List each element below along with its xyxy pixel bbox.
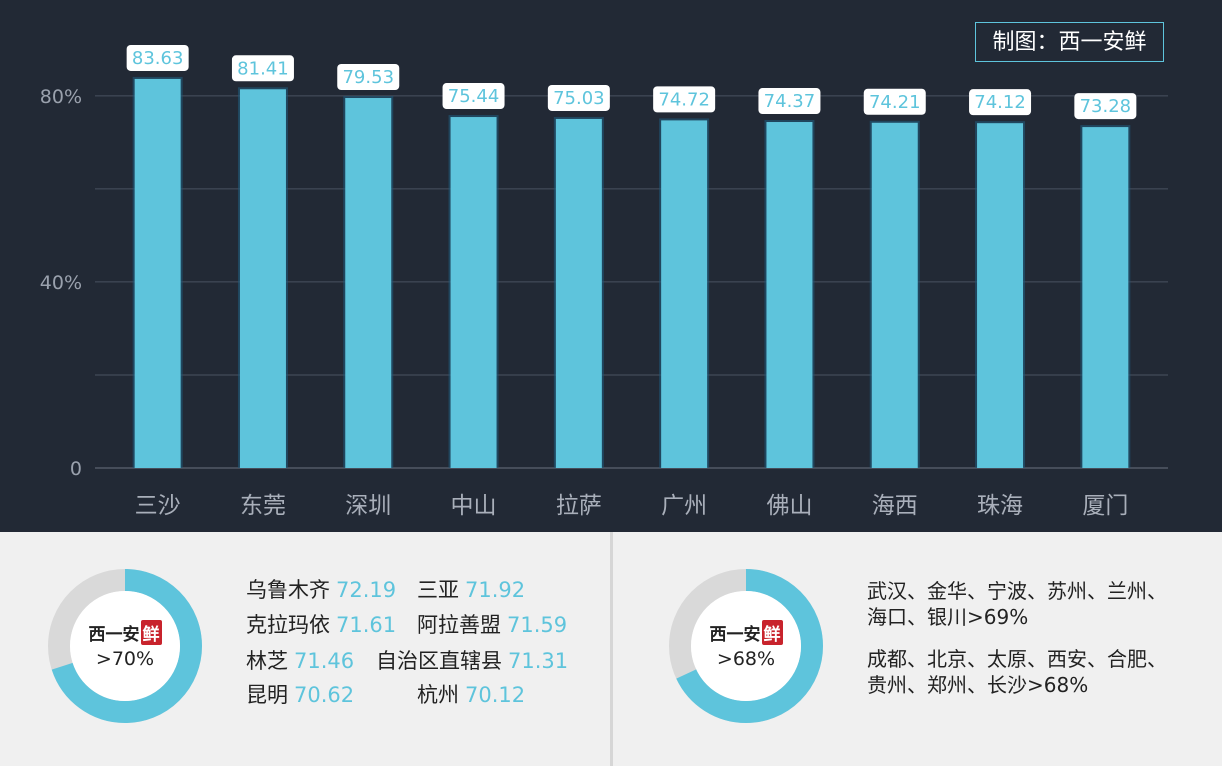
data-label-box xyxy=(547,84,610,111)
group-68-line1: 成都、北京、太原、西安、合肥、 xyxy=(867,647,1167,671)
city-item: 自治区直辖县 71.31 xyxy=(376,649,569,673)
data-label-box xyxy=(969,89,1032,116)
group-69-line2: 海口、银川>69% xyxy=(867,605,1029,629)
data-label: 83.63 xyxy=(132,48,184,69)
city-item: 克拉玛依 71.61 xyxy=(246,613,397,637)
data-label-box xyxy=(126,44,189,71)
summary-panel: 西一安鲜 >70% 乌鲁木齐 72.19 三亚 71.92 克拉玛依 71.61 阿拉… xyxy=(0,532,1222,766)
donut-left-ring xyxy=(48,569,202,723)
bar xyxy=(977,123,1024,468)
data-label: 81.41 xyxy=(237,58,289,79)
data-label-box xyxy=(231,55,294,82)
x-tick-label: 厦门 xyxy=(1082,493,1128,519)
bar xyxy=(1082,127,1129,469)
bar xyxy=(134,78,181,469)
brand-logo-left: 西一安鲜 xyxy=(47,620,203,645)
credit-label: 制图：西一安鲜 xyxy=(975,22,1164,62)
donut-right-ring xyxy=(669,569,823,723)
donut-left-fill xyxy=(48,569,202,723)
data-label-box xyxy=(653,86,716,113)
y-tick-label: 0 xyxy=(70,458,82,480)
bar xyxy=(871,122,918,468)
x-tick-label: 海西 xyxy=(872,493,918,519)
city-item: 杭州 70.12 xyxy=(417,683,526,707)
data-label: 74.12 xyxy=(974,92,1026,113)
bar xyxy=(661,120,708,469)
donut-right-fill xyxy=(669,569,823,723)
donut-right: 西一安鲜 >68% xyxy=(668,568,824,724)
x-tick-label: 拉萨 xyxy=(556,493,602,519)
data-label: 75.03 xyxy=(553,88,605,109)
city-item: 阿拉善盟 71.59 xyxy=(417,613,568,637)
bar xyxy=(345,98,392,469)
data-label-box xyxy=(1074,93,1137,120)
donut-left-center xyxy=(70,591,180,701)
group-69-line1: 武汉、金华、宁波、苏州、兰州、 xyxy=(867,579,1167,603)
city-item: 乌鲁木齐 72.19 xyxy=(246,578,397,602)
x-tick-label: 东莞 xyxy=(240,493,286,519)
x-tick-label: 中山 xyxy=(451,493,497,519)
city-item: 林芝 71.46 xyxy=(246,649,355,673)
city-item: 昆明 70.62 xyxy=(246,683,355,707)
data-label: 73.28 xyxy=(1080,96,1132,117)
bar xyxy=(766,122,813,468)
data-label: 74.37 xyxy=(764,91,816,112)
panel-divider xyxy=(610,532,613,766)
data-label: 75.44 xyxy=(448,86,500,107)
bar xyxy=(450,117,497,468)
chart-area: 0 40% 80% 83.63 三沙 81.41 东莞 79.53 深圳 75.44 中山 75.03… xyxy=(0,0,1222,532)
city-item: 三亚 71.92 xyxy=(417,578,526,602)
threshold-left: >70% xyxy=(95,648,155,670)
data-label-box xyxy=(758,88,821,115)
y-tick-label: 40% xyxy=(40,272,82,294)
x-tick-label: 珠海 xyxy=(977,493,1023,519)
bar xyxy=(555,118,602,468)
y-tick-label: 80% xyxy=(40,86,82,108)
donut-right-center xyxy=(691,591,801,701)
brand-logo-right: 西一安鲜 xyxy=(668,620,824,645)
x-tick-label: 广州 xyxy=(661,493,707,519)
group-68-line2: 贵州、郑州、长沙>68% xyxy=(867,673,1089,697)
data-label: 79.53 xyxy=(342,67,394,88)
x-tick-label: 三沙 xyxy=(135,493,181,519)
x-tick-label: 深圳 xyxy=(345,493,391,519)
data-label-box xyxy=(442,83,505,110)
threshold-right: >68% xyxy=(716,648,776,670)
bar-chart: 0 40% 80% 83.63 三沙 81.41 东莞 79.53 深圳 75.44 中山 75.03… xyxy=(40,44,1168,519)
bar xyxy=(239,89,286,468)
donut-left: 西一安鲜 >70% xyxy=(47,568,203,724)
data-label: 74.21 xyxy=(869,92,921,113)
data-label: 74.72 xyxy=(658,89,710,110)
x-tick-label: 佛山 xyxy=(766,493,812,519)
data-label-box xyxy=(863,88,926,115)
data-label-box xyxy=(337,64,400,91)
